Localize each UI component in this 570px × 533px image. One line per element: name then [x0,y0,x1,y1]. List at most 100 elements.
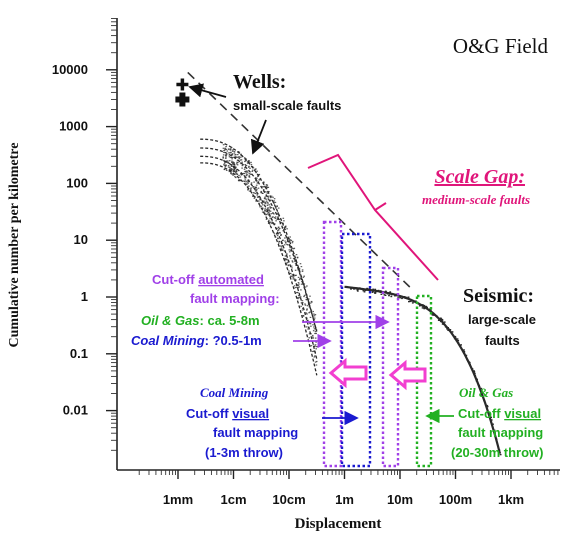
small-scale-fault-point [264,208,266,210]
small-scale-fault-point [246,174,248,176]
small-scale-fault-point [233,166,235,168]
small-scale-fault-point [230,164,233,166]
seismic-fault-point [428,308,431,310]
small-scale-fault-point [249,188,252,190]
small-scale-fault-point [258,200,260,202]
small-scale-fault-point [244,170,246,173]
small-scale-fault-point [243,172,246,175]
small-scale-fault-point [274,217,277,220]
small-scale-fault-point [234,167,237,169]
small-scale-fault-point [284,240,286,242]
small-scale-fault-point [238,174,240,176]
small-scale-fault-point [240,163,242,165]
small-scale-fault-point [273,198,276,200]
y-ticks: 10000 1000 100 10 1 0.1 0.01 [52,18,117,451]
small-scale-fault-point [266,204,269,206]
y-tick-label: 10000 [52,62,88,77]
small-scale-fault-point [310,345,313,347]
small-scale-fault-point [238,158,241,160]
small-scale-fault-point [262,201,264,203]
wells-trend-arrow [250,119,267,155]
small-scale-fault-point [291,274,294,276]
small-scale-fault-point [239,162,242,164]
small-scale-fault-point [268,212,270,214]
small-scale-fault-point [259,198,261,200]
small-scale-fault-point [260,202,263,204]
seismic-fault-point [480,387,483,390]
small-scale-fault-point [274,236,277,238]
small-scale-fault-point [281,245,284,247]
small-scale-fault-point [288,249,291,251]
seismic-fault-point [369,289,372,291]
small-scale-fault-point [247,179,250,181]
small-scale-fault-point [299,263,302,265]
small-scale-fault-point [250,173,252,175]
seismic-fault-point [480,390,483,392]
small-scale-fault-point [309,323,312,325]
small-scale-fault-point [286,237,289,239]
seismic-fault-point [406,298,409,300]
small-scale-fault-point [269,223,271,225]
small-scale-fault-point [248,160,250,162]
seismic-fault-point [363,291,366,293]
small-scale-fault-point [275,220,277,222]
small-scale-fault-point [255,179,257,181]
y-tick-label: 1 [81,289,88,304]
small-scale-fault-point [303,283,306,285]
seismic-fault-point [457,339,460,342]
small-scale-fault-point [243,175,246,177]
small-scale-fault-point [297,269,300,271]
small-scale-fault-point [230,146,233,149]
wells-markers [175,78,190,107]
small-scale-fault-point [235,166,237,168]
small-scale-fault-point [306,309,308,311]
small-scale-fault-point [312,344,315,346]
small-scale-fault-point [287,265,290,267]
small-scale-fault-point [278,229,280,231]
small-scale-fault-point [277,229,279,232]
small-scale-fault-point [297,294,300,296]
small-scale-fault-point [234,165,236,167]
seismic-fault-point [374,288,377,291]
small-scale-fault-point [276,228,278,230]
small-scale-fault-point [235,170,237,172]
small-scale-fault-point [297,291,299,294]
small-scale-fault-point [231,153,233,155]
small-scale-fault-point [262,181,265,183]
small-scale-fault-point [236,173,239,175]
auto-coal-line: Coal Mining: ?0.5-1m [131,333,262,348]
small-scale-fault-point [264,196,266,198]
seismic-fault-point [421,304,424,306]
small-scale-fault-point [265,185,268,187]
small-scale-fault-point [248,190,251,192]
small-scale-fault-point [263,202,266,204]
small-scale-fault-point [286,238,289,240]
small-scale-fault-point [292,248,295,250]
small-scale-fault-point [302,307,304,309]
scale-gap-title: Scale Gap: [434,166,525,188]
small-scale-fault-point [294,262,297,264]
small-scale-fault-point [252,192,255,194]
small-scale-fault-point [258,179,261,181]
small-scale-fault-point [272,212,274,214]
small-scale-fault-point [289,236,291,238]
small-scale-fault-point [241,161,243,163]
og-visual-line2: fault mapping [458,425,543,440]
small-scale-fault-point [244,177,246,179]
scale-gap-bracket [307,153,439,281]
seismic-fault-point [456,338,459,340]
seismic-fault-point [397,297,400,299]
seismic-fault-point [389,291,392,293]
small-scale-fault-point [252,167,255,169]
small-scale-fault-point [241,155,243,157]
small-scale-fault-point [267,186,270,188]
small-scale-fault-point [234,156,236,158]
small-scale-fault-point [306,319,309,322]
small-scale-fault-point [231,168,234,170]
small-scale-fault-point [278,215,280,217]
x-tick-label: 1cm [220,492,246,507]
small-scale-fault-point [250,182,253,184]
wells-subtitle: small-scale faults [233,98,341,113]
seismic-subtitle-2: faults [485,333,520,348]
small-scale-fault-point [312,350,314,353]
